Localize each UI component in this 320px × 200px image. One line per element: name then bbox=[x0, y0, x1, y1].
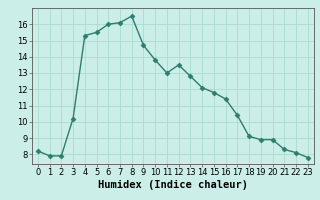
X-axis label: Humidex (Indice chaleur): Humidex (Indice chaleur) bbox=[98, 180, 248, 190]
